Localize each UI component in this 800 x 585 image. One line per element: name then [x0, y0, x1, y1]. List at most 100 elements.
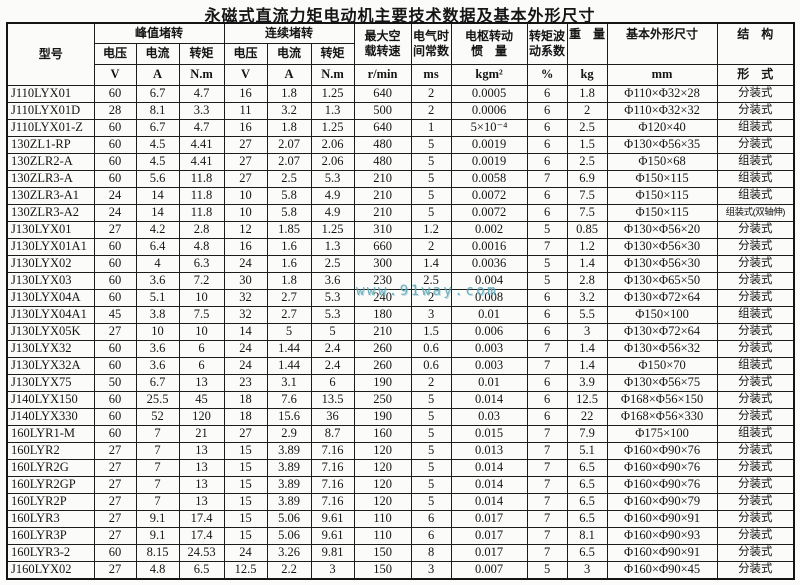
cont-voltage-cell: 18 [223, 390, 268, 409]
structure-cell: 分装式 [716, 135, 795, 154]
motor-spec-table: 型号 峰值堵转 连续堵转 最大空 载转速 电气时 间常数 电枢转动 惯 量 转矩… [6, 22, 796, 580]
cont-voltage-cell: 14 [223, 322, 268, 341]
ripple-coefficient-cell: 6 [526, 118, 568, 137]
ripple-coefficient-cell: 5 [526, 220, 568, 239]
dimensions-cell: Φ110×Φ32×32 [606, 101, 718, 120]
peak-torque-cell: 13 [178, 441, 225, 460]
structure-cell: 分装式 [716, 492, 795, 511]
unit-cont-torque: N.m [310, 63, 355, 86]
cont-voltage-cell: 32 [223, 305, 268, 324]
max-speed-cell: 190 [353, 373, 412, 392]
peak-current-cell: 6.7 [135, 118, 180, 137]
inertia-cell: 0.008 [450, 288, 528, 307]
ripple-coefficient-cell: 7 [526, 458, 568, 477]
peak-current-cell: 7 [135, 492, 180, 511]
structure-cell: 组装式(双轴伸) [716, 203, 795, 222]
col-header-electrical-time-constant: 电气时 间常数 [410, 22, 452, 65]
model-cell: 160LYR2GP [6, 475, 95, 494]
weight-cell: 22 [566, 407, 608, 426]
table-row: J130LYX32 60 3.6 6 24 1.44 2.4 260 0.6 0.003 7 1.4 Φ… [6, 339, 795, 358]
dimensions-cell: Φ160×Φ90×91 [606, 509, 718, 528]
peak-torque-cell: 17.4 [178, 526, 225, 545]
dimensions-cell: Φ160×Φ90×76 [606, 475, 718, 494]
peak-torque-cell: 21 [178, 424, 225, 443]
structure-cell: 分装式 [716, 339, 795, 358]
peak-current-cell: 5.1 [135, 288, 180, 307]
model-cell: J130LYX04A [6, 288, 95, 307]
ripple-coefficient-cell: 7 [526, 543, 568, 562]
max-speed-cell: 150 [353, 560, 412, 579]
model-cell: 160LYR3-2 [6, 543, 95, 562]
max-speed-cell: 230 [353, 271, 412, 290]
peak-voltage-cell: 60 [93, 356, 137, 375]
col-header-armature-inertia: 电枢转动 惯 量 [450, 22, 528, 65]
col-header-cont-current: 电流 [266, 42, 312, 65]
cont-torque-cell: 7.16 [310, 458, 355, 477]
structure-cell: 组装式 [716, 152, 795, 171]
time-constant-cell: 6 [410, 509, 452, 528]
peak-current-cell: 10 [135, 322, 180, 341]
table-row: 160LYR3-2 60 8.15 24.53 24 3.26 9.81 150 8 0.017 7… [6, 543, 795, 562]
cont-current-cell: 5.8 [266, 203, 312, 222]
peak-current-cell: 3.6 [135, 271, 180, 290]
cont-current-cell: 2.07 [266, 152, 312, 171]
cont-voltage-cell: 24 [223, 254, 268, 273]
table-row: 160LYR2 27 7 13 15 3.89 7.16 120 5 0.013 7 5.1 Φ160×… [6, 441, 795, 460]
peak-voltage-cell: 60 [93, 288, 137, 307]
weight-cell: 6.5 [566, 492, 608, 511]
peak-current-cell: 7 [135, 458, 180, 477]
col-group-continuous-stall: 连续堵转 [223, 22, 355, 44]
dimensions-cell: Φ130×Φ56×35 [606, 135, 718, 154]
dimensions-cell: Φ160×Φ90×76 [606, 441, 718, 460]
time-constant-cell: 0.6 [410, 339, 452, 358]
ripple-coefficient-cell: 7 [526, 237, 568, 256]
peak-voltage-cell: 60 [93, 390, 137, 409]
cont-current-cell: 1.8 [266, 118, 312, 137]
max-speed-cell: 190 [353, 407, 412, 426]
structure-cell: 分装式 [716, 322, 795, 341]
inertia-cell: 0.007 [450, 560, 528, 579]
time-constant-cell: 8 [410, 543, 452, 562]
time-constant-cell: 5 [410, 186, 452, 205]
ripple-coefficient-cell: 6 [526, 390, 568, 409]
ripple-coefficient-cell: 6 [526, 101, 568, 120]
cont-torque-cell: 3.6 [310, 271, 355, 290]
col-group-peak-stall: 峰值堵转 [93, 22, 225, 44]
cont-torque-cell: 9.81 [310, 543, 355, 562]
cont-current-cell: 3.2 [266, 101, 312, 120]
weight-cell: 2.5 [566, 118, 608, 137]
inertia-cell: 0.0036 [450, 254, 528, 273]
table-row: J140LYX330 60 52 120 18 15.6 36 190 5 0.03 6 22 Φ168… [6, 407, 795, 426]
peak-torque-cell: 7.2 [178, 271, 225, 290]
model-cell: J130LYX05K [6, 322, 95, 341]
cont-current-cell: 3.89 [266, 441, 312, 460]
peak-torque-cell: 3.3 [178, 101, 225, 120]
ripple-coefficient-cell: 6 [526, 305, 568, 324]
unit-dimensions: mm [606, 63, 718, 86]
inertia-cell: 0.0019 [450, 152, 528, 171]
cont-voltage-cell: 15 [223, 526, 268, 545]
time-constant-cell: 5 [410, 152, 452, 171]
peak-voltage-cell: 60 [93, 135, 137, 154]
inertia-cell: 0.01 [450, 305, 528, 324]
dimensions-cell: Φ150×100 [606, 305, 718, 324]
cont-current-cell: 2.07 [266, 135, 312, 154]
time-constant-cell: 2 [410, 237, 452, 256]
cont-current-cell: 1.85 [266, 220, 312, 239]
max-speed-cell: 210 [353, 203, 412, 222]
dimensions-cell: Φ150×115 [606, 169, 718, 188]
col-header-cont-voltage: 电压 [223, 42, 268, 65]
dimensions-cell: Φ130×Φ72×64 [606, 288, 718, 307]
ripple-coefficient-cell: 6 [526, 203, 568, 222]
max-speed-cell: 120 [353, 441, 412, 460]
cont-voltage-cell: 15 [223, 441, 268, 460]
cont-current-cell: 1.8 [266, 84, 312, 103]
dimensions-cell: Φ160×Φ90×91 [606, 543, 718, 562]
unit-time-constant: ms [410, 63, 452, 86]
structure-cell: 分装式 [716, 475, 795, 494]
table-row: J130LYX03 60 3.6 7.2 30 1.8 3.6 230 2.5 0.004 5 2.8… [6, 271, 795, 290]
structure-cell: 分装式 [716, 237, 795, 256]
table-row: 130ZLR3-A2 24 14 11.8 10 5.8 4.9 210 5 0.0072 6 7.5… [6, 203, 795, 222]
table-row: J160LYX02 27 4.8 6.5 12.5 2.2 3 150 3 0.007 5 3 Φ160… [6, 560, 795, 579]
peak-torque-cell: 13 [178, 475, 225, 494]
